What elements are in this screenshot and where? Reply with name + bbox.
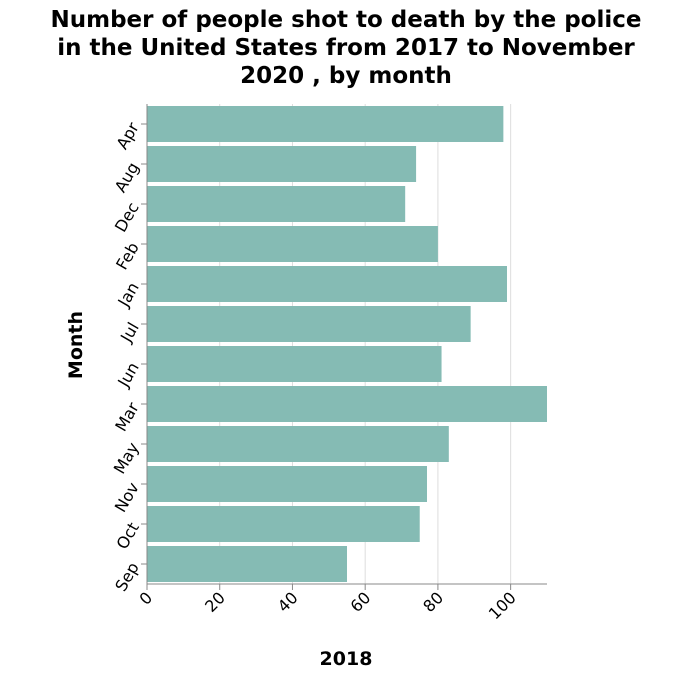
y-tick-label-dec: Dec (111, 199, 143, 235)
x-tick-label-40: 40 (274, 588, 302, 616)
bar-jul (147, 306, 471, 342)
bar-nov (147, 466, 427, 502)
y-tick-label-sep: Sep (111, 559, 143, 595)
y-tick-label-aug: Aug (111, 159, 143, 196)
bar-feb (147, 226, 438, 262)
y-tick-label-oct: Oct (113, 519, 143, 552)
x-tick-label-60: 60 (347, 588, 375, 616)
bar-sep (147, 546, 347, 582)
y-tick-label-jun: Jun (113, 359, 142, 391)
bar-apr (147, 106, 504, 142)
y-tick-label-mar: Mar (111, 399, 143, 435)
bar-mar (147, 386, 547, 422)
bar-oct (147, 506, 420, 542)
bar-jan (147, 266, 507, 302)
bar-dec (147, 186, 406, 222)
y-tick-label-jan: Jan (114, 279, 143, 311)
chart-title-line-3: 2020 , by month (240, 63, 452, 89)
chart-title: Number of people shot to death by the po… (0, 6, 692, 90)
axes (146, 104, 547, 585)
x-axis-title: 2018 (320, 648, 373, 670)
x-tick-label-100: 100 (485, 588, 520, 623)
y-tick-label-nov: Nov (111, 479, 143, 516)
bar-may (147, 426, 449, 462)
x-tick-label-20: 20 (201, 588, 229, 616)
bar-jun (147, 346, 442, 382)
chart-title-line-1: Number of people shot to death by the po… (50, 7, 642, 33)
bar-aug (147, 146, 417, 182)
y-axis-title: Month (65, 311, 87, 379)
chart-title-line-2: in the United States from 2017 to Novemb… (57, 35, 635, 61)
x-tick-label-0: 0 (136, 588, 157, 609)
x-tick-label-80: 80 (419, 588, 447, 616)
y-tick-label-jul: Jul (116, 319, 143, 346)
bars (147, 106, 547, 582)
y-tick-label-feb: Feb (112, 239, 143, 273)
y-tick-label-apr: Apr (112, 119, 143, 153)
x-axis-ticks: 0 20 40 60 80 100 (136, 584, 520, 623)
y-tick-label-may: May (110, 439, 143, 477)
